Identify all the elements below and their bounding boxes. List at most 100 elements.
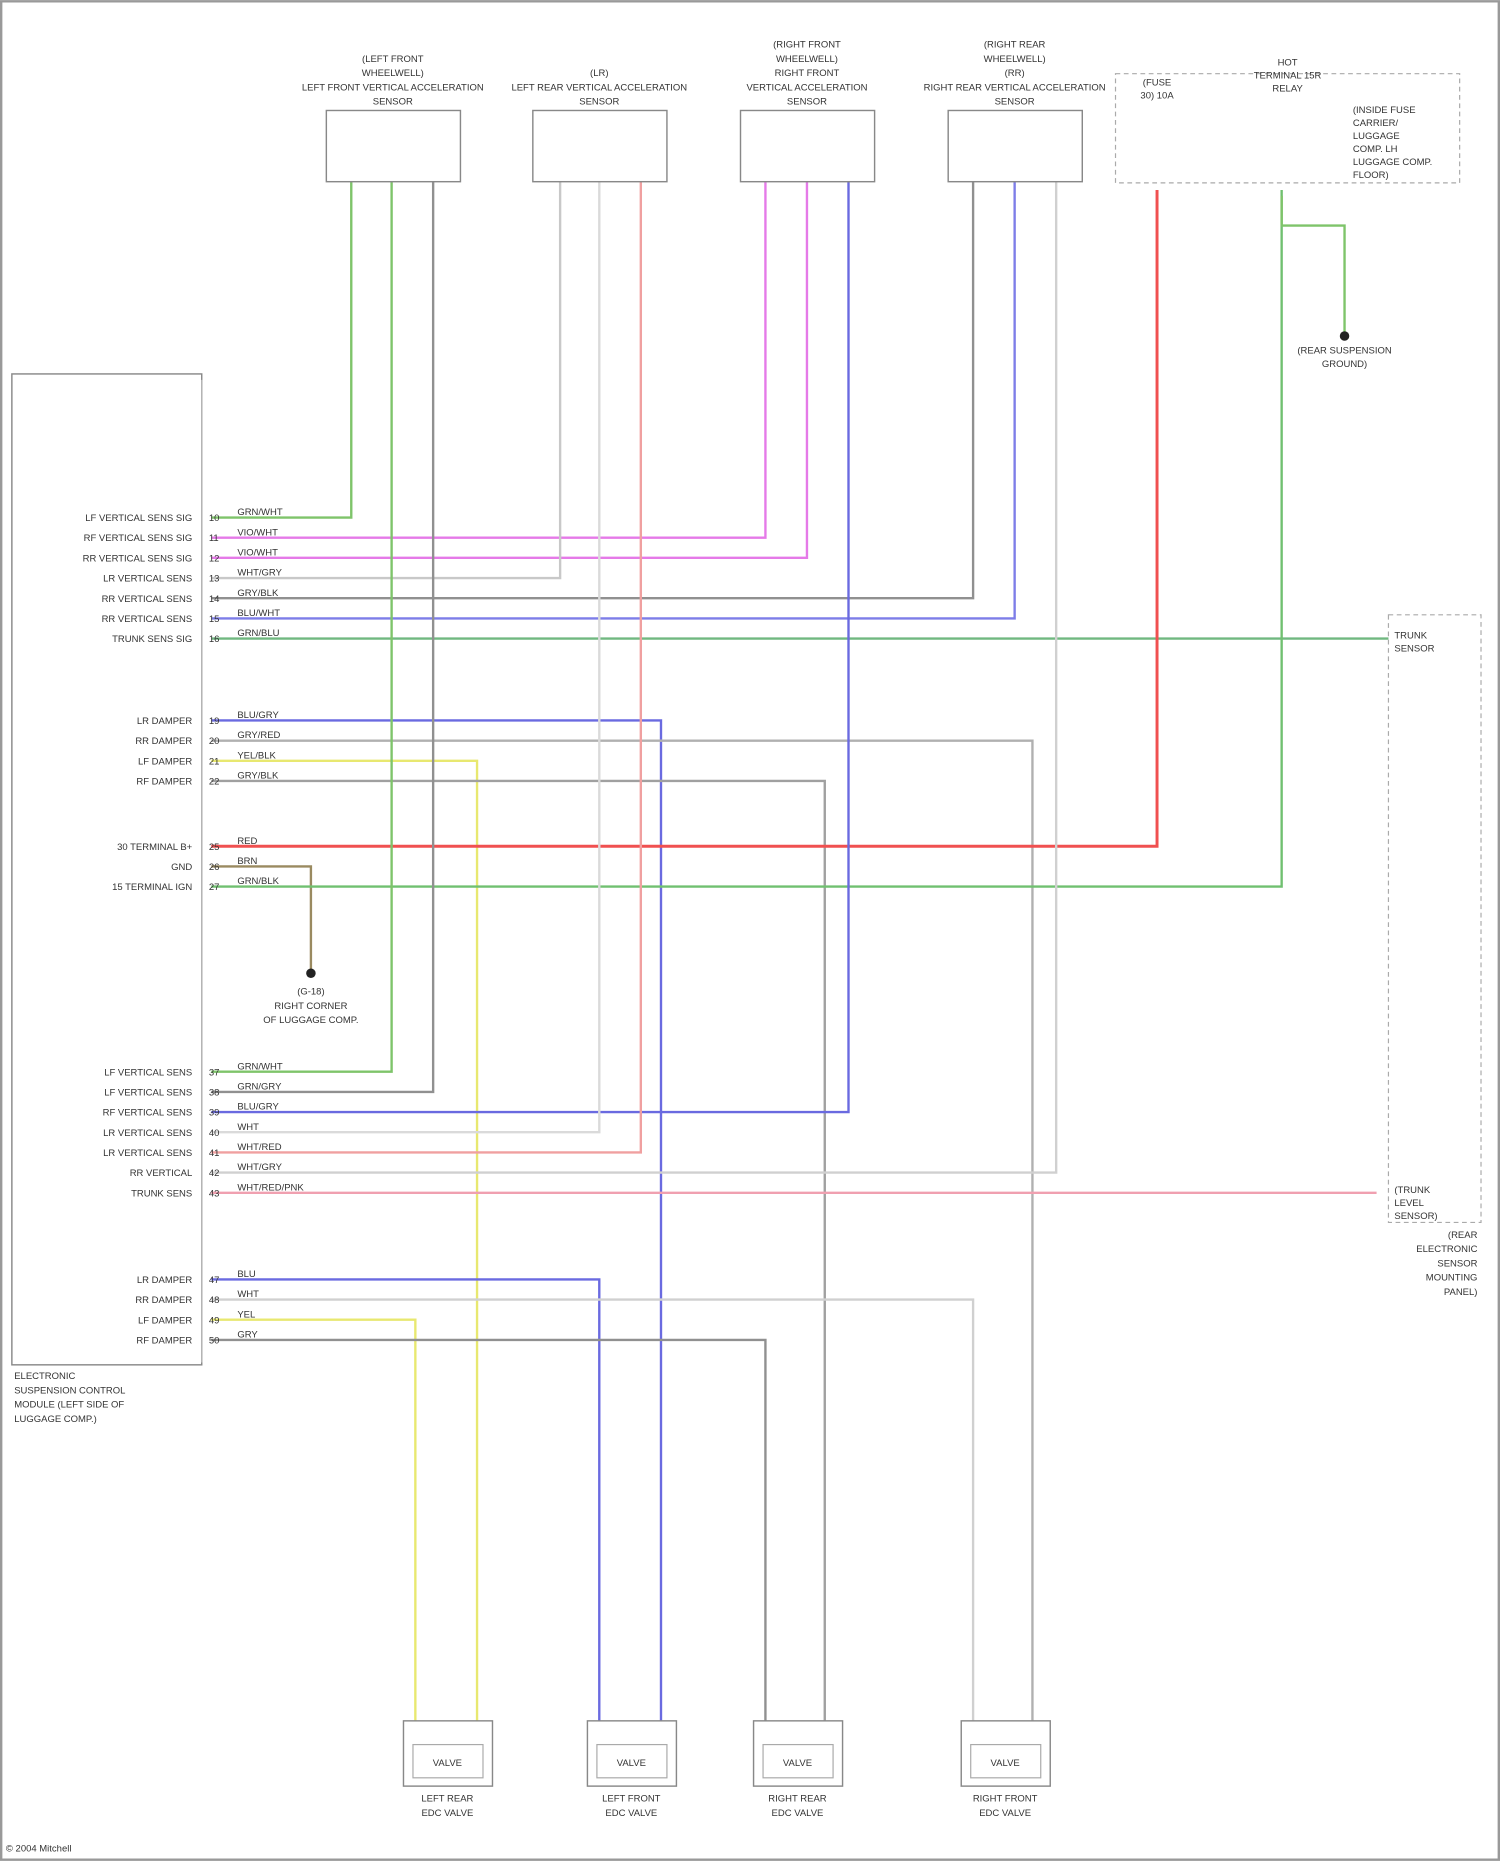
sensor-label: RIGHT FRONT (775, 68, 840, 79)
sensor-label: SENSOR (373, 97, 413, 108)
ground-icon (306, 968, 316, 978)
pin-number: 38 (209, 1087, 220, 1098)
wire-color-code: VIO/WHT (237, 527, 278, 538)
pin-label: RR DAMPER (135, 1295, 192, 1306)
pin-number: 41 (209, 1148, 220, 1159)
pin-label: RR DAMPER (135, 736, 192, 747)
relay-label: HOT (1278, 57, 1298, 68)
footer-copyright: © 2004 Mitchell (6, 1843, 72, 1854)
wire-22 (211, 779, 826, 1721)
wire-14 (211, 181, 975, 600)
sensor-label: LEFT REAR VERTICAL ACCELERATION (511, 82, 687, 93)
pin-number: 42 (209, 1168, 220, 1179)
valve-box (752, 1720, 844, 1787)
wire-color-code: WHT/GRY (237, 568, 282, 579)
fuse-carrier-note: (INSIDE FUSE (1353, 105, 1416, 116)
pin-label: RF DAMPER (136, 777, 192, 788)
module-name: SUSPENSION CONTROL (14, 1385, 125, 1396)
wire-38 (211, 181, 435, 1094)
valve-name: VALVE (433, 1758, 462, 1769)
wire-color-code: GRY (237, 1330, 258, 1341)
wire-37 (211, 181, 393, 1073)
sensor-label: (LEFT FRONT (362, 54, 424, 65)
valve-label: EDC VALVE (979, 1808, 1031, 1819)
wire-color-code: YEL (237, 1309, 255, 1320)
pin-label: RR VERTICAL SENS (102, 614, 193, 625)
wire-25 (211, 189, 1159, 848)
wire-42 (211, 181, 1058, 1174)
valve-box (402, 1720, 494, 1787)
wire-color-code: GRN/GRY (237, 1082, 282, 1093)
ground-icon (1339, 331, 1350, 341)
pin-label: LF VERTICAL SENS (104, 1067, 192, 1078)
trunk-sensor-label: (TRUNK (1394, 1185, 1430, 1196)
sensor-label: (RR) (1005, 68, 1025, 79)
pin-label: RR VERTICAL SENS SIG (83, 553, 193, 564)
wire-color-code: GRY/RED (237, 730, 280, 741)
module-name: LUGGAGE COMP.) (14, 1414, 97, 1425)
wire-48 (211, 1298, 975, 1721)
pin-label: 15 TERMINAL IGN (112, 882, 192, 893)
pin-number: 13 (209, 574, 220, 585)
pin-number: 20 (209, 736, 220, 747)
wire-41 (211, 181, 643, 1154)
wire-color-code: RED (237, 836, 257, 847)
sensor-label: WHEELWELL) (984, 54, 1046, 65)
pin-number: 47 (209, 1275, 220, 1286)
trunk-sensor-label: SENSOR (1394, 644, 1434, 655)
pin-number: 48 (209, 1295, 220, 1306)
trunk-sensor-mount-label: SENSOR (1437, 1258, 1477, 1269)
wire-color-code: BLU/GRY (237, 1102, 279, 1113)
valve-label: EDC VALVE (605, 1808, 657, 1819)
fuse-carrier-note: FLOOR) (1353, 170, 1389, 181)
trunk-sensor-label: LEVEL (1394, 1198, 1424, 1209)
pin-number: 16 (209, 634, 220, 645)
sensor-label: SENSOR (787, 97, 827, 108)
valve-label: EDC VALVE (772, 1808, 824, 1819)
wire-color-code: GRN/WHT (237, 507, 283, 518)
trunk-sensor-label: SENSOR) (1394, 1211, 1437, 1222)
wire-10 (211, 181, 353, 519)
pin-label: RR VERTICAL SENS (102, 594, 193, 605)
pin-label: TRUNK SENS (131, 1188, 192, 1199)
pin-label: RF VERTICAL SENS (103, 1108, 193, 1119)
wire-color-code: VIO/WHT (237, 547, 278, 558)
valve-label: RIGHT FRONT (973, 1794, 1038, 1805)
sensor-label: SENSOR (995, 97, 1035, 108)
pin-number: 19 (209, 716, 220, 727)
wire-color-code: WHT/RED (237, 1142, 281, 1153)
pin-label: LR VERTICAL SENS (103, 574, 192, 585)
pin-number: 21 (209, 756, 220, 767)
fuse-carrier-note: COMP. LH (1353, 144, 1398, 155)
wire-50 (211, 1338, 767, 1721)
trunk-sensor-mount-label: ELECTRONIC (1416, 1244, 1477, 1255)
wire-20 (211, 739, 1034, 1721)
pin-number: 49 (209, 1315, 220, 1326)
pin-label: LF DAMPER (138, 756, 192, 767)
fuse-carrier-note: CARRIER/ (1353, 118, 1399, 129)
pin-label: RF DAMPER (136, 1335, 192, 1346)
pin-label: RF VERTICAL SENS SIG (84, 533, 193, 544)
sensor-label: (LR) (590, 68, 608, 79)
wire-15 (211, 181, 1016, 620)
wire-47 (211, 1278, 601, 1721)
trunk-sensor-mount-label: (REAR (1448, 1230, 1478, 1241)
valve-label: RIGHT REAR (768, 1794, 826, 1805)
fuse-carrier-note: LUGGAGE (1353, 131, 1400, 142)
wire-color-code: GRY/BLK (237, 588, 279, 599)
valve-name: VALVE (991, 1758, 1020, 1769)
sensor-label: WHEELWELL) (362, 68, 424, 79)
valve-label: EDC VALVE (421, 1808, 473, 1819)
fuse-carrier-note: LUGGAGE COMP. (1353, 157, 1432, 168)
pin-number: 37 (209, 1067, 220, 1078)
wire-color-code: GRY/BLK (237, 771, 279, 782)
wire-color-code: GRN/WHT (237, 1061, 283, 1072)
ground-label: (REAR SUSPENSION (1297, 346, 1391, 357)
wire-color-code: BLU/WHT (237, 608, 280, 619)
pin-label: GND (171, 862, 192, 873)
wire-39 (211, 181, 850, 1114)
pin-label: 30 TERMINAL B+ (117, 842, 193, 853)
wire-color-code: GRN/BLU (237, 628, 279, 639)
wire-40 (211, 181, 601, 1134)
